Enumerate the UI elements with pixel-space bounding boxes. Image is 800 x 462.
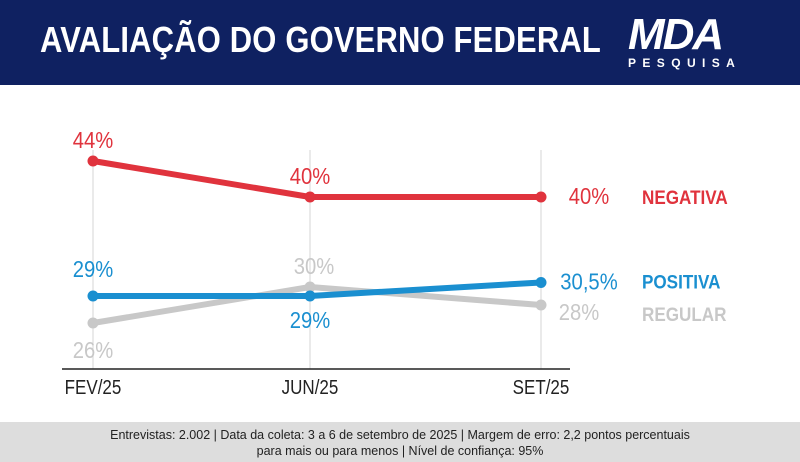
data-point-negativa-set-25 [535, 191, 547, 203]
methodology-footer: Entrevistas: 2.002 | Data da coleta: 3 a… [0, 422, 800, 462]
data-point-regular-fev-25 [87, 317, 99, 329]
data-point-positiva-set-25 [535, 277, 547, 288]
data-point-positiva-jun-25 [304, 290, 316, 302]
footer-line-1: Entrevistas: 2.002 | Data da coleta: 3 a… [110, 428, 690, 442]
footer-line-2: para mais ou para menos | Nível de confi… [256, 444, 544, 458]
x-tick-label-fev-25: FEV/25 [65, 376, 122, 399]
data-label-positiva-fev-25: 29% [73, 256, 114, 283]
x-tick-label-jun-25: JUN/25 [282, 376, 339, 399]
data-label-positiva-set-25: 30,5% [560, 268, 617, 295]
series-label-negativa: NEGATIVA [642, 187, 728, 208]
data-label-regular-set-25: 28% [559, 299, 600, 326]
header-bar: AVALIAÇÃO DO GOVERNO FEDERAL MDA PESQUIS… [0, 0, 800, 85]
data-point-negativa-fev-25 [87, 155, 99, 167]
data-label-regular-fev-25: 26% [73, 337, 114, 364]
data-label-negativa-fev-25: 44% [73, 127, 114, 154]
line-chart: FEV/25 JUN/25 SET/25 44% 40% 40% 29% 29% 30,5% 26… [62, 127, 728, 399]
data-point-regular-set-25 [535, 299, 547, 311]
data-label-negativa-set-25: 40% [569, 183, 610, 210]
data-label-positiva-jun-25: 29% [290, 307, 331, 334]
logo-subtitle: PESQUISA [628, 56, 742, 70]
mda-pesquisa-logo: MDA PESQUISA [624, 10, 764, 76]
data-point-regular-jun-25 [304, 281, 316, 293]
page-title: AVALIAÇÃO DO GOVERNO FEDERAL [40, 19, 601, 60]
data-point-positiva-fev-25 [87, 290, 99, 302]
x-tick-label-set-25: SET/25 [513, 376, 570, 399]
logo-wordmark: MDA [628, 10, 724, 59]
data-point-negativa-jun-25 [304, 191, 316, 203]
series-label-positiva: POSITIVA [642, 272, 720, 293]
data-label-negativa-jun-25: 40% [290, 163, 331, 190]
data-label-regular-jun-25: 30% [294, 253, 335, 280]
series-label-regular: REGULAR [642, 304, 726, 325]
